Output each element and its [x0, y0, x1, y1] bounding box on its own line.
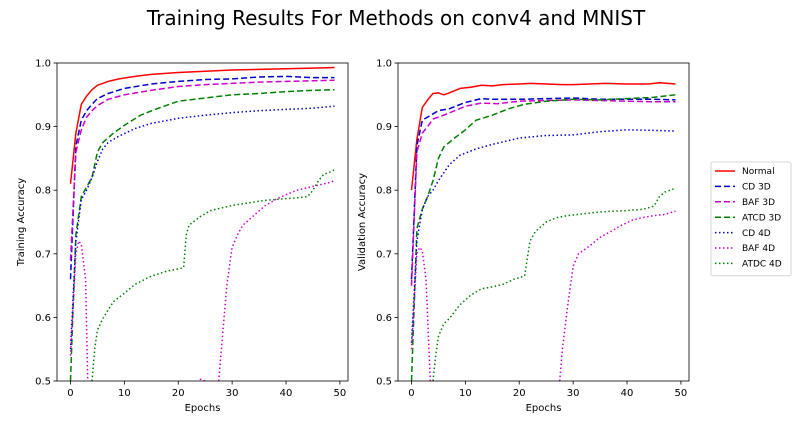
series-line-baf-3d [69, 79, 335, 261]
y-tick-label: 0.6 [376, 313, 392, 324]
legend-label-normal: Normal [742, 167, 775, 177]
series-line-cd-4d [410, 129, 676, 343]
x-tick-label: 0 [408, 388, 414, 399]
series-line-baf-4d-points3 [217, 179, 335, 381]
x-axis-label: Epochs [526, 403, 562, 414]
legend-label-baf-4d: BAF 4D [742, 244, 775, 254]
series-line-baf-4d [410, 246, 432, 381]
series-line-atdc-4d [432, 187, 676, 381]
axes-frame [56, 62, 349, 382]
series-line-baf-3d [410, 99, 676, 286]
y-axis-label: Validation Accuracy [357, 173, 368, 271]
y-axis-label: Training Accuracy [16, 178, 27, 267]
series-line-normal [410, 81, 676, 191]
y-tick-label: 0.6 [35, 313, 51, 324]
series-line-cd-4d [69, 105, 335, 350]
y-tick-label: 1.0 [35, 59, 51, 70]
y-tick-label: 1.0 [376, 59, 392, 70]
legend-label-cd-3d: CD 3D [742, 183, 771, 193]
y-tick-label: 0.5 [376, 377, 392, 388]
y-tick-label: 0.9 [35, 122, 51, 133]
series-line-cd-3d [410, 97, 676, 280]
y-tick-label: 0.5 [35, 377, 51, 388]
training-accuracy-chart: 0 10 20 30 40 50 0.5 0.6 0.7 0.8 0.9 1.0 Epochs Train… [16, 59, 349, 414]
x-tick-label: 30 [567, 388, 580, 399]
x-tick-label: 20 [513, 388, 526, 399]
legend-label-atdc-4d: ATDC 4D [742, 260, 782, 270]
series-line-baf-4d [69, 240, 89, 381]
series-line-normal [69, 66, 335, 184]
y-tick-label: 0.7 [376, 249, 392, 260]
x-tick-label: 30 [226, 388, 239, 399]
series-line-baf-4d-points3 [558, 210, 676, 381]
x-axis-label: Epochs [185, 403, 221, 414]
axes-frame [397, 62, 690, 382]
x-tick-label: 40 [621, 388, 634, 399]
legend-label-cd-4d: CD 4D [742, 229, 771, 239]
x-tick-label: 40 [280, 388, 293, 399]
legend-label-baf-3d: BAF 3D [742, 198, 775, 208]
series-line-atcd-3d [69, 88, 335, 381]
x-tick-label: 0 [67, 388, 73, 399]
legend: Normal CD 3D BAF 3D ATCD 3D CD 4D BAF 4D ATDC … [710, 161, 792, 277]
series-line-cd-3d [69, 75, 335, 280]
y-tick-label: 0.9 [376, 122, 392, 133]
validation-accuracy-chart: 0 10 20 30 40 50 0.5 0.6 0.7 0.8 0.9 1.0 Epochs Valid… [357, 59, 690, 414]
y-tick-label: 0.8 [376, 186, 392, 197]
legend-label-atcd-3d: ATCD 3D [742, 213, 781, 223]
y-tick-label: 0.8 [35, 186, 51, 197]
y-tick-label: 0.7 [35, 249, 51, 260]
x-tick-label: 10 [459, 388, 472, 399]
series-line-atdc-4d [91, 169, 335, 381]
x-tick-label: 10 [118, 388, 131, 399]
figure-title: Training Results For Methods on conv4 an… [146, 6, 646, 30]
x-tick-label: 50 [675, 388, 688, 399]
x-tick-label: 50 [334, 388, 347, 399]
series-line-atcd-3d [410, 94, 676, 381]
x-tick-label: 20 [172, 388, 185, 399]
